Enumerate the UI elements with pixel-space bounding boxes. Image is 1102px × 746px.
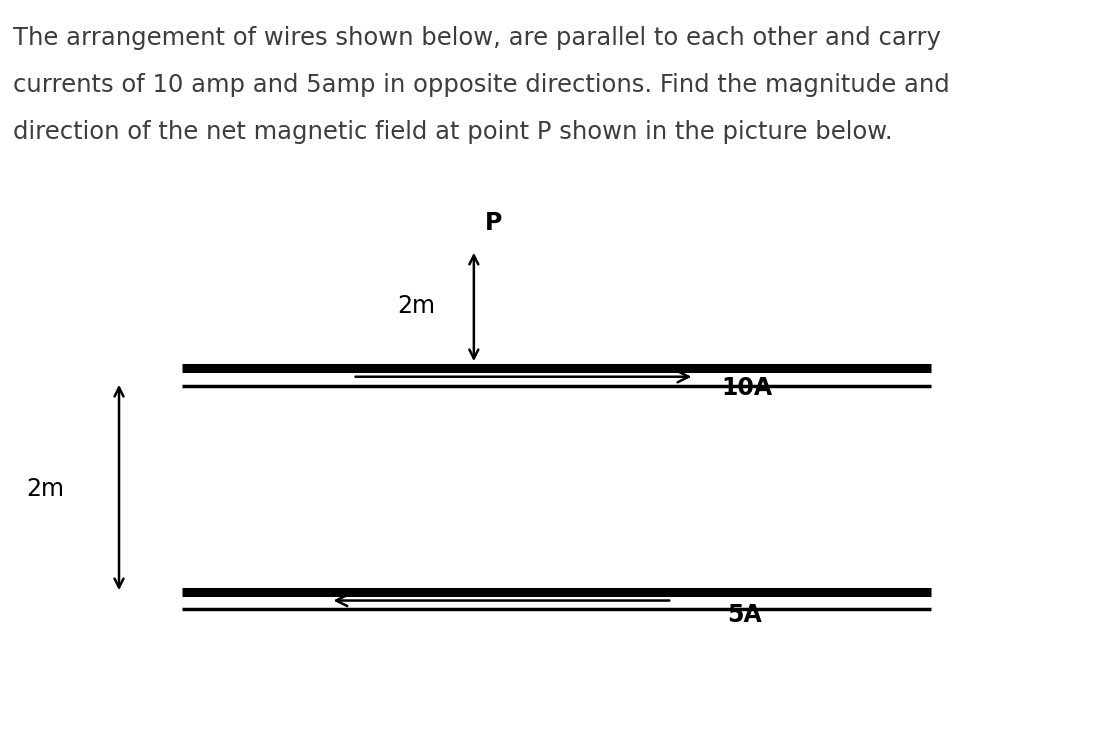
Text: The arrangement of wires shown below, are parallel to each other and carry: The arrangement of wires shown below, ar…: [13, 26, 941, 50]
Text: 10A: 10A: [722, 376, 773, 400]
Text: currents of 10 amp and 5amp in opposite directions. Find the magnitude and: currents of 10 amp and 5amp in opposite …: [13, 73, 950, 97]
Text: 2m: 2m: [398, 294, 435, 318]
Text: 5A: 5A: [727, 604, 763, 627]
Text: 2m: 2m: [26, 477, 64, 501]
Text: direction of the net magnetic field at point P shown in the picture below.: direction of the net magnetic field at p…: [13, 120, 893, 144]
Text: P: P: [485, 211, 503, 235]
